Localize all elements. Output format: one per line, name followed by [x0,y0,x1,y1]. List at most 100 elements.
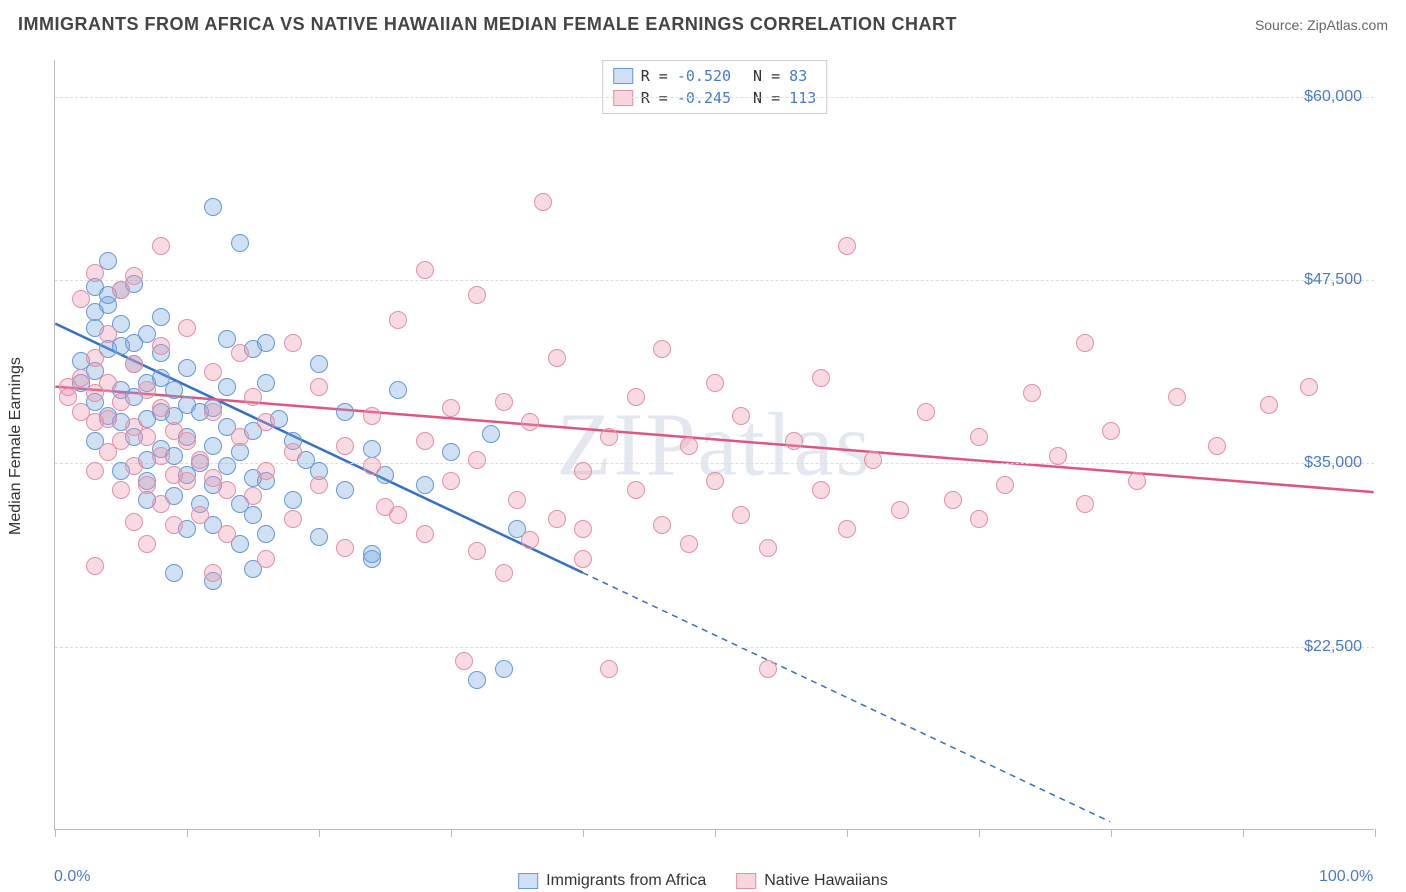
data-point [284,334,302,352]
data-point [204,437,222,455]
data-point [812,481,830,499]
data-point [112,393,130,411]
data-point [112,432,130,450]
plot-area: ZIPatlas R = -0.520 N = 83 R = -0.245 N … [54,60,1374,830]
series-legend-label: Native Hawaiians [764,872,888,890]
legend-swatch [736,873,756,889]
data-point [204,564,222,582]
data-point [125,355,143,373]
data-point [680,535,698,553]
data-point [508,491,526,509]
data-point [152,495,170,513]
data-point [138,476,156,494]
data-point [310,355,328,373]
data-point [257,525,275,543]
data-point [521,531,539,549]
x-tick [451,829,452,837]
data-point [231,428,249,446]
gridline-h [55,97,1374,98]
data-point [310,528,328,546]
data-point [363,545,381,563]
data-point [1102,422,1120,440]
data-point [336,539,354,557]
data-point [442,472,460,490]
data-point [970,510,988,528]
data-point [152,337,170,355]
y-axis-title: Median Female Earnings [7,357,25,535]
data-point [336,481,354,499]
data-point [257,413,275,431]
data-point [442,399,460,417]
x-axis-label-min: 0.0% [54,868,90,886]
data-point [284,443,302,461]
data-point [125,267,143,285]
data-point [363,440,381,458]
data-point [548,349,566,367]
data-point [482,425,500,443]
data-point [627,481,645,499]
gridline-h [55,463,1374,464]
data-point [864,451,882,469]
data-point [996,476,1014,494]
stat-n: N = 113 [753,89,816,107]
legend-swatch [613,90,633,106]
data-point [204,403,222,421]
data-point [125,457,143,475]
data-point [218,481,236,499]
y-tick-label: $35,000 [1304,454,1362,472]
data-point [1076,495,1094,513]
data-point [600,660,618,678]
data-point [442,443,460,461]
data-point [416,261,434,279]
data-point [416,525,434,543]
data-point [468,286,486,304]
data-point [336,403,354,421]
data-point [600,428,618,446]
data-point [1300,378,1318,396]
data-point [152,447,170,465]
data-point [653,340,671,358]
x-tick [979,829,980,837]
data-point [389,381,407,399]
data-point [244,487,262,505]
data-point [152,308,170,326]
data-point [1128,472,1146,490]
data-point [732,506,750,524]
data-point [257,374,275,392]
series-legend-label: Immigrants from Africa [546,872,706,890]
data-point [759,660,777,678]
data-point [152,399,170,417]
series-legend-item: Immigrants from Africa [518,872,706,890]
gridline-h [55,647,1374,648]
data-point [468,671,486,689]
stats-legend: R = -0.520 N = 83 R = -0.245 N = 113 [602,60,828,114]
data-point [653,516,671,534]
data-point [178,319,196,337]
data-point [165,564,183,582]
data-point [336,437,354,455]
series-legend-item: Native Hawaiians [736,872,888,890]
data-point [178,359,196,377]
data-point [231,234,249,252]
chart-title: IMMIGRANTS FROM AFRICA VS NATIVE HAWAIIA… [18,14,957,35]
data-point [363,407,381,425]
stat-n: N = 83 [753,67,807,85]
source-label: Source: ZipAtlas.com [1255,17,1388,33]
data-point [416,432,434,450]
stats-legend-row: R = -0.520 N = 83 [613,65,817,87]
data-point [389,506,407,524]
data-point [138,535,156,553]
data-point [165,516,183,534]
data-point [706,472,724,490]
data-point [218,378,236,396]
x-tick [1111,829,1112,837]
y-tick-label: $22,500 [1304,638,1362,656]
data-point [1076,334,1094,352]
data-point [72,369,90,387]
data-point [627,388,645,406]
data-point [191,451,209,469]
data-point [574,550,592,568]
data-point [112,481,130,499]
data-point [838,237,856,255]
data-point [72,290,90,308]
